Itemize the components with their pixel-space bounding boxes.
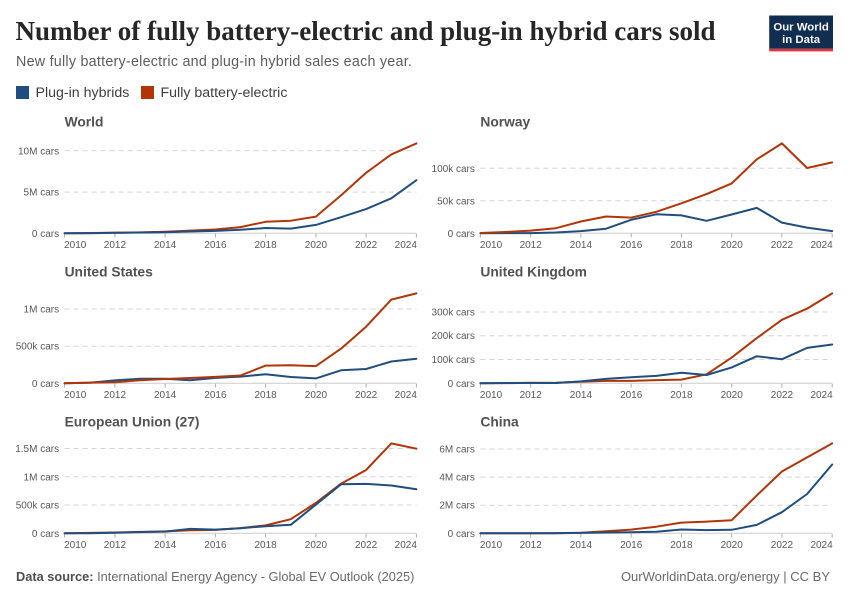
svg-text:2010: 2010 bbox=[64, 390, 87, 401]
svg-text:Our World: Our World bbox=[773, 21, 829, 33]
svg-text:0 cars: 0 cars bbox=[448, 379, 475, 390]
svg-text:2016: 2016 bbox=[204, 540, 227, 551]
svg-text:1M cars: 1M cars bbox=[24, 472, 60, 483]
svg-text:2022: 2022 bbox=[771, 390, 794, 401]
svg-text:5M cars: 5M cars bbox=[24, 188, 60, 199]
svg-text:2022: 2022 bbox=[355, 240, 378, 251]
svg-text:2016: 2016 bbox=[204, 240, 227, 251]
svg-text:2010: 2010 bbox=[480, 540, 503, 551]
svg-text:2018: 2018 bbox=[254, 390, 277, 401]
svg-text:100k cars: 100k cars bbox=[432, 355, 475, 366]
svg-text:European Union (27): European Union (27) bbox=[65, 414, 200, 429]
svg-text:2M cars: 2M cars bbox=[439, 501, 475, 512]
svg-text:OurWorldinData.org/energy | CC: OurWorldinData.org/energy | CC BY bbox=[621, 569, 830, 584]
svg-text:2022: 2022 bbox=[771, 240, 794, 251]
svg-text:2012: 2012 bbox=[520, 240, 543, 251]
svg-text:Fully battery-electric: Fully battery-electric bbox=[161, 85, 288, 101]
svg-text:2022: 2022 bbox=[355, 540, 378, 551]
svg-text:500k cars: 500k cars bbox=[16, 501, 59, 512]
svg-text:2024: 2024 bbox=[810, 240, 833, 251]
svg-text:1.5M cars: 1.5M cars bbox=[15, 444, 59, 455]
svg-text:2012: 2012 bbox=[104, 390, 127, 401]
svg-text:2010: 2010 bbox=[480, 240, 503, 251]
svg-text:2018: 2018 bbox=[670, 540, 693, 551]
svg-text:2024: 2024 bbox=[395, 390, 418, 401]
svg-text:2018: 2018 bbox=[254, 540, 277, 551]
svg-text:2018: 2018 bbox=[670, 390, 693, 401]
svg-text:2016: 2016 bbox=[620, 540, 643, 551]
svg-text:0 cars: 0 cars bbox=[448, 229, 475, 240]
svg-text:2018: 2018 bbox=[254, 240, 277, 251]
svg-text:2024: 2024 bbox=[810, 390, 833, 401]
svg-text:2010: 2010 bbox=[64, 240, 87, 251]
svg-text:0 cars: 0 cars bbox=[32, 379, 59, 390]
svg-text:2016: 2016 bbox=[620, 240, 643, 251]
svg-text:2024: 2024 bbox=[810, 540, 833, 551]
svg-text:2014: 2014 bbox=[570, 540, 593, 551]
svg-text:0 cars: 0 cars bbox=[32, 229, 59, 240]
svg-text:0 cars: 0 cars bbox=[448, 529, 475, 540]
svg-text:2012: 2012 bbox=[104, 540, 127, 551]
svg-text:2014: 2014 bbox=[154, 540, 177, 551]
svg-text:2020: 2020 bbox=[305, 540, 328, 551]
svg-text:2010: 2010 bbox=[480, 390, 503, 401]
svg-text:2016: 2016 bbox=[620, 390, 643, 401]
svg-text:50k cars: 50k cars bbox=[437, 196, 475, 207]
svg-text:New fully battery-electric and: New fully battery-electric and plug-in h… bbox=[16, 54, 412, 70]
svg-text:2010: 2010 bbox=[64, 540, 87, 551]
svg-text:Data source: International Ene: Data source: International Energy Agency… bbox=[16, 569, 414, 584]
svg-text:6M cars: 6M cars bbox=[439, 445, 475, 456]
svg-text:2020: 2020 bbox=[721, 390, 744, 401]
svg-text:2016: 2016 bbox=[204, 390, 227, 401]
svg-text:300k cars: 300k cars bbox=[432, 308, 475, 319]
svg-text:2024: 2024 bbox=[395, 240, 418, 251]
svg-text:2022: 2022 bbox=[771, 540, 794, 551]
svg-text:2012: 2012 bbox=[104, 240, 127, 251]
svg-text:2020: 2020 bbox=[721, 240, 744, 251]
svg-text:10M cars: 10M cars bbox=[18, 146, 59, 157]
svg-text:2014: 2014 bbox=[570, 240, 593, 251]
svg-text:2012: 2012 bbox=[520, 390, 543, 401]
svg-text:200k cars: 200k cars bbox=[432, 331, 475, 342]
svg-text:United Kingdom: United Kingdom bbox=[480, 264, 587, 279]
svg-text:China: China bbox=[480, 414, 519, 429]
svg-text:Plug-in hybrids: Plug-in hybrids bbox=[36, 85, 130, 101]
svg-text:2020: 2020 bbox=[305, 240, 328, 251]
svg-text:2018: 2018 bbox=[670, 240, 693, 251]
svg-text:World: World bbox=[65, 114, 104, 129]
svg-text:0 cars: 0 cars bbox=[32, 529, 59, 540]
svg-text:Number of fully battery-electr: Number of fully battery-electric and plu… bbox=[16, 16, 716, 46]
svg-text:United States: United States bbox=[65, 264, 153, 279]
svg-text:2024: 2024 bbox=[395, 540, 418, 551]
svg-text:2014: 2014 bbox=[570, 390, 593, 401]
svg-text:2020: 2020 bbox=[721, 540, 744, 551]
svg-text:2020: 2020 bbox=[305, 390, 328, 401]
svg-text:2022: 2022 bbox=[355, 390, 378, 401]
svg-text:2014: 2014 bbox=[154, 240, 177, 251]
svg-text:4M cars: 4M cars bbox=[439, 473, 475, 484]
svg-text:Norway: Norway bbox=[480, 114, 530, 129]
svg-text:100k cars: 100k cars bbox=[432, 164, 475, 175]
svg-text:2014: 2014 bbox=[154, 390, 177, 401]
svg-text:1M cars: 1M cars bbox=[24, 305, 60, 316]
svg-text:500k cars: 500k cars bbox=[16, 342, 59, 353]
svg-text:2012: 2012 bbox=[520, 540, 543, 551]
svg-text:in Data: in Data bbox=[782, 34, 821, 46]
